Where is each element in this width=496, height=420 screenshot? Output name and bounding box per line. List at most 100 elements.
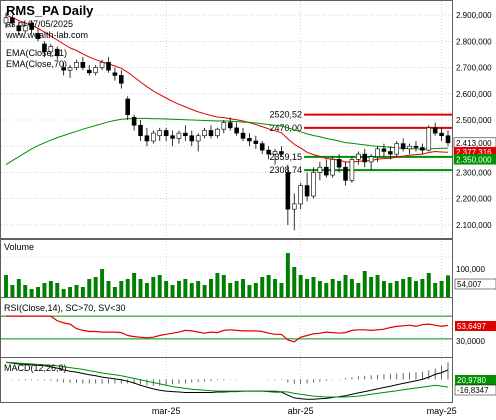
rsi-line-group [1, 315, 452, 343]
candle-body [279, 151, 284, 155]
candle-body [208, 130, 214, 137]
candle [86, 64, 92, 76]
volume-bar [36, 287, 41, 297]
candle [215, 127, 220, 139]
candle-body [42, 43, 47, 53]
candle [311, 167, 316, 199]
candle-body [432, 127, 438, 134]
volume-bar [330, 279, 335, 297]
candle-body [183, 132, 188, 137]
candle-body [125, 98, 130, 116]
volume-bar [4, 275, 8, 297]
candle [394, 140, 400, 157]
candlesticks [3, 12, 451, 231]
candle [208, 125, 214, 139]
level-lines: 2520,52 2470,00 2359,15 2308,74 [270, 110, 452, 175]
price-tag-label: 2.413,000 [456, 139, 492, 148]
x-tick-label: may-25 [427, 406, 457, 416]
candle [368, 154, 374, 170]
candle-body [93, 67, 98, 74]
candle [54, 46, 60, 60]
candle [189, 130, 195, 147]
ema70-line [5, 117, 448, 166]
volume-bar [381, 281, 386, 297]
rsi-label: RSI(Close,14), SC>70, SV<30 [4, 303, 126, 313]
candle-body [29, 22, 34, 30]
volume-bar [196, 281, 201, 297]
volume-bar [100, 269, 105, 297]
candle [400, 138, 406, 152]
price-tick-label: 2.500,000 [456, 116, 492, 125]
volume-bar [298, 275, 303, 297]
macd-last-value-1: 20,9780 [457, 376, 486, 385]
rsi-last-value: 53,6497 [457, 322, 486, 331]
volume-bar [87, 279, 92, 297]
chart-title: RMS_PA Daily [6, 3, 94, 18]
x-axis-ticks: mar-25 abr-25 may-25 [152, 406, 457, 416]
candle-body [234, 127, 239, 134]
volume-bar [189, 283, 194, 297]
volume-last-value: 54,007 [457, 280, 482, 289]
volume-bar [401, 279, 406, 297]
volume-last-tag [454, 278, 496, 290]
candle [291, 193, 297, 231]
candle [298, 182, 303, 210]
level-label: 2520,52 [270, 110, 303, 120]
candle-body [80, 62, 86, 68]
volume-bar [23, 285, 28, 297]
candle-body [400, 143, 406, 150]
volume-bar [10, 285, 15, 297]
candle-body [394, 143, 400, 155]
candle-body [170, 135, 175, 139]
volume-bar [433, 283, 438, 297]
volume-bar [349, 279, 354, 297]
candle [413, 140, 419, 152]
volume-bar [48, 281, 53, 297]
candle [439, 127, 444, 141]
candle-body [298, 185, 303, 205]
candle [336, 154, 342, 173]
volume-bar [407, 277, 412, 297]
candle-body [259, 143, 265, 151]
candle [144, 127, 150, 147]
candle [74, 59, 79, 71]
candle-body [157, 130, 163, 137]
candle [253, 135, 259, 149]
level-label: 2308,74 [270, 165, 303, 175]
candle-body [330, 159, 335, 176]
price-tick-label: 2.900,000 [456, 11, 492, 20]
candle [420, 143, 425, 155]
candle [266, 146, 271, 160]
candle [388, 146, 393, 160]
volume-bar [375, 275, 380, 297]
candle-body [375, 148, 380, 158]
candle [183, 125, 188, 141]
volume-bar [42, 283, 47, 297]
volume-bar [55, 283, 60, 297]
candle-body [215, 128, 220, 137]
candle-body [61, 67, 66, 71]
volume-bar [144, 283, 149, 297]
volume-bar [317, 281, 322, 297]
macd-pane-frame [0, 357, 453, 403]
volume-bar [426, 273, 431, 297]
volume-bar [292, 267, 297, 297]
candle [330, 156, 335, 178]
candle [119, 70, 124, 89]
candle [445, 130, 451, 147]
macd-line [5, 361, 449, 400]
candle [125, 96, 130, 120]
volume-bar [311, 277, 316, 297]
volume-bar [125, 279, 130, 297]
volume-bar [164, 281, 169, 297]
price-tick-label: 2.300,000 [456, 168, 492, 177]
candle [3, 12, 9, 29]
candle-body [356, 153, 361, 160]
candle-body [112, 72, 118, 76]
candle [176, 130, 182, 144]
candle [375, 146, 380, 162]
candle-body [266, 149, 271, 155]
candle [67, 64, 73, 79]
volume-bar [208, 279, 213, 297]
